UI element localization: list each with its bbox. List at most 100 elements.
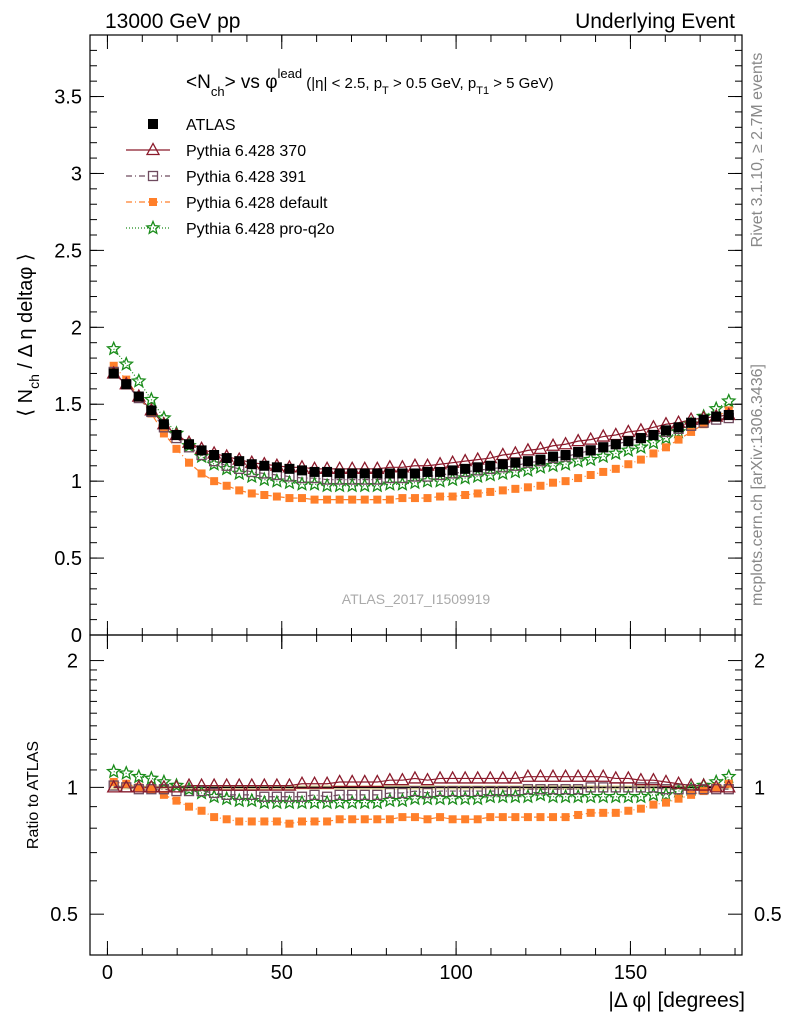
data-point-atlas [359, 468, 370, 479]
data-point-370 [219, 777, 234, 791]
data-point-atlas [397, 468, 408, 479]
data-point-391 [510, 785, 521, 797]
data-point-370 [345, 774, 360, 788]
data-point-391 [485, 785, 496, 797]
data-point-pro-q2o [620, 442, 637, 458]
data-point-atlas [234, 456, 245, 467]
data-point-370 [307, 775, 322, 789]
data-point-pro-q2o [595, 448, 612, 464]
data-point-atlas [259, 460, 270, 471]
data-point-391 [334, 789, 345, 800]
data-point-370 [269, 777, 284, 791]
data-point-default [561, 813, 570, 822]
x-tick-label: 0 [102, 962, 113, 984]
data-point-391 [547, 784, 559, 795]
legend-label: ATLAS [186, 117, 236, 134]
data-point-391 [648, 782, 659, 793]
x-axis-label: |Δ φ| [degrees] [608, 989, 745, 1012]
data-point-atlas [422, 466, 433, 477]
data-point-370 [470, 770, 485, 784]
ratio-y-tick-label: 0.5 [50, 904, 78, 926]
data-point-370 [357, 774, 372, 788]
data-point-atlas [535, 454, 546, 465]
data-point-pro-q2o [331, 794, 348, 810]
data-point-391 [447, 785, 458, 797]
data-point-default [197, 806, 206, 815]
data-point-atlas [635, 433, 646, 444]
data-point-370 [432, 770, 448, 784]
data-point-pro-q2o [457, 790, 473, 806]
data-point-default [649, 800, 658, 809]
data-point-default [122, 779, 131, 788]
data-point-default [611, 464, 620, 473]
data-point-atlas [573, 446, 584, 457]
data-point-default [473, 815, 482, 824]
data-point-atlas [121, 379, 132, 390]
data-point-atlas [560, 450, 571, 460]
data-point-default [611, 808, 620, 817]
data-point-default [247, 817, 256, 826]
data-point-default [147, 785, 156, 794]
data-point-pro-q2o [582, 451, 599, 467]
data-point-default [661, 798, 670, 807]
data-point-atlas [146, 405, 157, 416]
rivet-label: Rivet 3.1.10, ≥ 2.7M events [749, 53, 766, 248]
data-point-370 [156, 779, 172, 793]
data-point-atlas [435, 466, 446, 477]
data-point-370 [658, 774, 674, 788]
data-point-atlas [497, 459, 508, 470]
main-y-tick-label: 3 [71, 163, 82, 185]
data-point-default [423, 815, 432, 824]
data-point-atlas [384, 468, 395, 479]
data-point-370 [420, 772, 435, 786]
data-point-default [323, 817, 332, 826]
main-y-tick-label: 1 [71, 471, 82, 493]
data-point-pro-q2o [633, 439, 649, 454]
data-point-default [310, 817, 319, 826]
data-point-default [348, 495, 357, 504]
data-point-370 [696, 777, 711, 791]
data-point-default [586, 471, 595, 479]
data-point-pro-q2o [595, 788, 612, 804]
data-point-atlas [322, 466, 333, 477]
data-point-pro-q2o [105, 340, 122, 356]
data-point-391 [585, 782, 596, 793]
data-point-default [323, 495, 332, 504]
data-point-370 [282, 777, 297, 791]
data-point-default [523, 813, 532, 822]
data-point-default [712, 783, 721, 792]
data-point-default [523, 483, 532, 492]
data-point-370 [583, 431, 598, 445]
data-point-default [561, 477, 570, 486]
data-point-370 [558, 436, 573, 450]
data-point-370 [232, 777, 247, 791]
data-point-atlas [472, 462, 483, 473]
data-point-atlas [184, 439, 195, 450]
data-point-370 [483, 770, 498, 784]
data-point-default [297, 494, 306, 503]
data-point-370 [144, 779, 159, 793]
data-point-370 [194, 777, 209, 791]
data-point-default [574, 474, 583, 483]
data-point-default [486, 487, 495, 496]
data-point-default [310, 495, 319, 504]
data-point-391 [422, 787, 433, 799]
data-point-atlas [698, 414, 709, 425]
data-point-default [636, 455, 645, 464]
data-point-pro-q2o [545, 457, 561, 473]
data-point-atlas [284, 463, 295, 474]
data-point-default [498, 486, 507, 495]
data-point-370 [257, 777, 272, 791]
data-point-default [398, 494, 407, 503]
x-axis-ticks: 0 50 100 150 [102, 35, 736, 984]
data-point-default [586, 808, 595, 817]
data-point-pro-q2o [520, 788, 536, 804]
data-point-370 [583, 768, 598, 782]
data-point-default [398, 813, 407, 822]
data-point-pro-q2o [633, 788, 649, 804]
data-point-370 [131, 779, 146, 793]
data-point-default [511, 484, 520, 493]
data-point-default [222, 815, 231, 824]
data-point-pro-q2o [720, 392, 737, 408]
data-point-370 [458, 770, 473, 784]
